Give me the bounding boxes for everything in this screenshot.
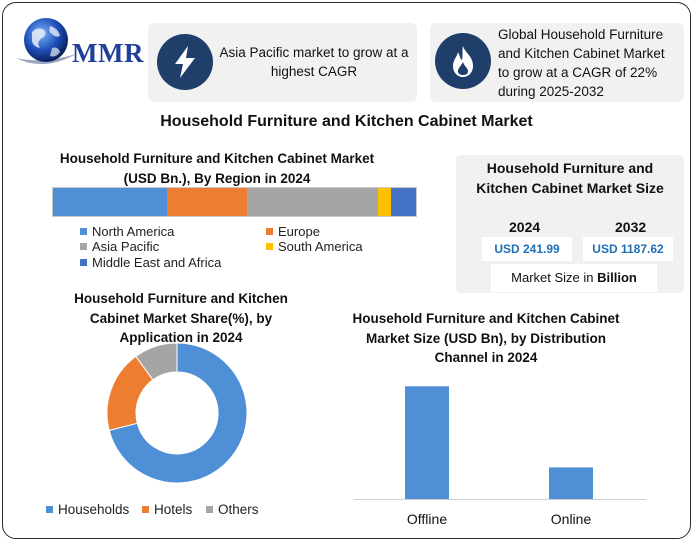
application-donut-chart: [106, 342, 248, 484]
region-segment-middle-east-and-africa: [390, 188, 416, 216]
region-legend-middle-east-and-africa: Middle East and Africa: [80, 255, 221, 270]
legend-swatch: [80, 228, 87, 235]
channel-title-line3: Channel in 2024: [434, 350, 538, 365]
size-value-2032: USD 1187.62: [583, 237, 673, 261]
size-unit-note: Market Size in Billion: [491, 264, 657, 292]
main-title: Household Furniture and Kitchen Cabinet …: [160, 113, 533, 130]
region-chart-title: Household Furniture and Kitchen Cabinet …: [40, 149, 394, 188]
x-tick-label-online: Online: [550, 511, 592, 527]
legend-swatch: [266, 228, 273, 235]
size-unit-bold: Billion: [597, 270, 637, 285]
legend-label: Others: [218, 502, 259, 517]
logo-text: MMR: [72, 38, 144, 68]
card2-line3: to grow at a CAGR of 22%: [498, 65, 658, 80]
region-legend-north-america: North America: [80, 224, 174, 239]
legend-label: South America: [278, 239, 363, 254]
size-box-title: Household Furniture and Kitchen Cabinet …: [456, 158, 684, 198]
region-segment-south-america: [377, 188, 391, 216]
size-year-2032: 2032: [615, 219, 647, 235]
donut-slice-others: [135, 342, 178, 381]
legend-swatch: [46, 506, 53, 513]
cagr-region-card: Asia Pacific market to grow at a highest…: [148, 23, 417, 102]
globe-icon: [16, 18, 76, 65]
size-title-line2: Kitchen Cabinet Market Size: [476, 180, 664, 196]
size-title-line1: Household Furniture and: [486, 160, 654, 176]
legend-swatch: [80, 243, 87, 250]
region-legend-asia-pacific: Asia Pacific: [80, 239, 159, 254]
application-chart-title: Household Furniture and Kitchen Cabinet …: [45, 289, 317, 348]
region-title-line2: (USD Bn.), By Region in 2024: [123, 170, 311, 186]
region-title-line1: Household Furniture and Kitchen Cabinet …: [59, 151, 375, 166]
size-value-2024: USD 241.99: [482, 237, 572, 261]
channel-title-line1: Household Furniture and Kitchen Cabinet: [352, 311, 620, 326]
region-legend-south-america: South America: [266, 239, 363, 254]
card2-line2: and Kitchen Cabinet Market: [498, 46, 665, 61]
channel-chart-title: Household Furniture and Kitchen Cabinet …: [336, 309, 636, 368]
application-legend-households: Households: [46, 502, 129, 517]
region-legend-europe: Europe: [266, 224, 320, 239]
lightning-icon: [157, 34, 213, 90]
channel-bar-chart: [354, 386, 646, 500]
cagr-global-card: Global Household Furniture and Kitchen C…: [430, 23, 684, 102]
x-tick-label-offline: Offline: [406, 511, 448, 527]
bar-online: [549, 467, 593, 499]
region-segment-north-america: [53, 188, 168, 216]
size-unit-prefix: Market Size in: [511, 270, 598, 285]
flame-icon: [435, 33, 491, 89]
legend-label: Europe: [278, 224, 320, 239]
card1-line1: Asia Pacific market to grow at a: [219, 45, 409, 60]
app-title-line3: Application in 2024: [119, 330, 243, 345]
app-title-line2: Cabinet Market Share(%), by: [89, 310, 273, 326]
legend-swatch: [142, 506, 149, 513]
region-segment-europe: [167, 188, 248, 216]
card2-line4: during 2025-2032: [498, 84, 604, 99]
app-title-line1: Household Furniture and Kitchen: [74, 291, 288, 306]
legend-label: North America: [92, 224, 175, 239]
mmr-logo: MMR: [14, 14, 144, 72]
card1-line2: highest CAGR: [270, 64, 358, 79]
region-segment-asia-pacific: [247, 188, 378, 216]
legend-swatch: [266, 243, 273, 250]
legend-label: Hotels: [154, 502, 193, 517]
card2-line1: Global Household Furniture: [498, 27, 664, 42]
application-legend-others: Others: [206, 502, 259, 517]
legend-label: Asia Pacific: [92, 239, 160, 254]
legend-swatch: [206, 506, 213, 513]
application-legend-hotels: Hotels: [142, 502, 192, 517]
channel-title-line2: Market Size (USD Bn), by Distribution: [365, 330, 607, 346]
region-stacked-bar: [52, 187, 417, 217]
donut-slice-households: [108, 342, 248, 484]
legend-label: Households: [58, 502, 130, 517]
legend-label: Middle East and Africa: [92, 255, 222, 270]
bar-offline: [405, 386, 449, 499]
size-year-2024: 2024: [509, 219, 541, 235]
legend-swatch: [80, 259, 87, 266]
